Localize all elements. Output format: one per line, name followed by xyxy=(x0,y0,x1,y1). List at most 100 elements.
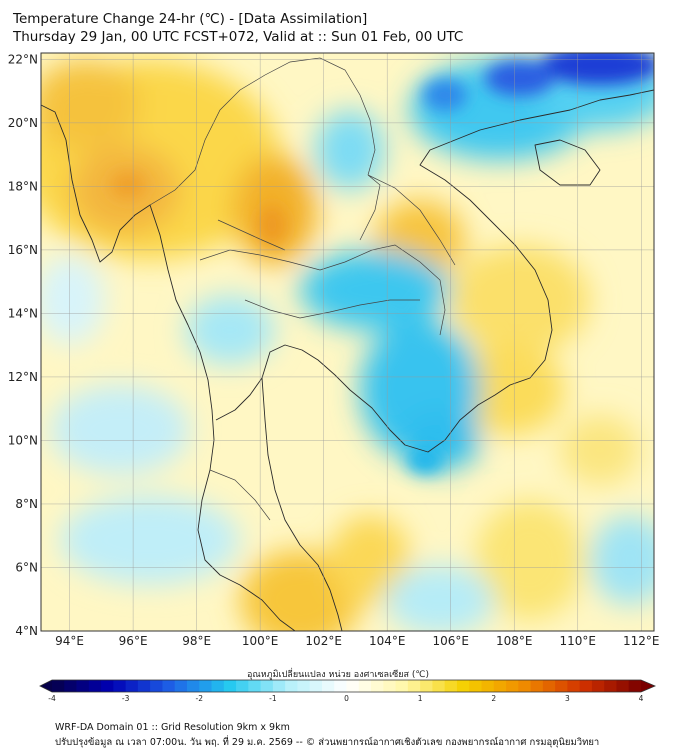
colorbar-cell xyxy=(383,680,396,692)
colorbar-cell xyxy=(346,680,360,692)
colorbar-cell xyxy=(579,680,593,692)
lon-tick: 110°E xyxy=(560,634,597,648)
temperature-field xyxy=(41,53,654,631)
colorbar-cell xyxy=(199,680,212,692)
colorbar-cell xyxy=(272,680,286,692)
border-laos-vietnam xyxy=(359,174,456,266)
footer: WRF-DA Domain 01 :: Grid Resolution 9km … xyxy=(55,720,599,750)
footer-credit: ปรับปรุงข้อมูล ณ เวลา 07:00น. วัน พฤ. ที… xyxy=(55,737,600,748)
lat-tick: 20°N xyxy=(8,116,38,130)
border-internal-b xyxy=(217,219,286,251)
colorbar-cell xyxy=(297,680,311,692)
latitude-axis: 22°N 20°N 18°N 16°N 14°N 12°N 10°N 8°N 6… xyxy=(8,52,38,638)
colorbar-cell xyxy=(76,680,90,692)
colorbar-tick: 0 xyxy=(344,694,349,703)
colorbar-cell xyxy=(162,680,176,692)
lon-tick: 94°E xyxy=(55,634,84,648)
colorbar-tick: -2 xyxy=(196,694,204,703)
cold-spot-north xyxy=(423,79,467,111)
lat-tick: 14°N xyxy=(8,306,38,320)
colorbar-cell xyxy=(493,680,507,692)
colorbar-tick: 1 xyxy=(418,694,423,703)
colorbar-cell xyxy=(591,680,605,692)
title-block: Temperature Change 24-hr (℃) - [Data Ass… xyxy=(13,10,463,46)
colorbar-cell xyxy=(469,680,482,692)
colorbar-cell xyxy=(113,680,127,692)
colorbar-cell xyxy=(260,680,274,692)
colorbar-ticks: -4 -3 -2 -1 0 1 2 3 4 xyxy=(48,694,643,703)
colorbar-cell xyxy=(186,680,200,692)
map-title: Temperature Change 24-hr (℃) - [Data Ass… xyxy=(13,11,368,27)
colorbar-cell xyxy=(604,680,617,692)
coastline-peninsula-east xyxy=(261,377,343,631)
warm-region-east xyxy=(560,415,640,485)
footer-model-info: WRF-DA Domain 01 :: Grid Resolution 9km … xyxy=(55,722,290,733)
cool-region-laos-north xyxy=(315,110,385,190)
cool-region-andaman xyxy=(50,385,190,475)
colorbar-cell xyxy=(334,680,347,692)
lon-tick: 102°E xyxy=(305,634,342,648)
map-frame xyxy=(40,52,655,632)
colorbar-cell xyxy=(248,680,262,692)
colorbar-cell xyxy=(137,680,151,692)
border-internal-a xyxy=(244,299,420,319)
colorbar-cell xyxy=(530,680,544,692)
colorbar-cell xyxy=(518,680,531,692)
lat-tick: 16°N xyxy=(8,243,38,257)
colorbar-cell xyxy=(88,680,102,692)
lon-tick: 96°E xyxy=(119,634,148,648)
colorbar-cell xyxy=(52,680,65,692)
colorbar-tick: 4 xyxy=(639,694,644,703)
cool-region-west-south xyxy=(60,495,240,585)
colorbar-cell xyxy=(371,680,384,692)
colorbar-tick: 3 xyxy=(565,694,570,703)
map-panel[interactable] xyxy=(20,45,670,650)
warm-region-vietnam-central xyxy=(450,245,590,355)
lat-tick: 6°N xyxy=(15,560,38,574)
colorbar-cell xyxy=(211,680,225,692)
colorbar-cell xyxy=(64,680,77,692)
hainan-island xyxy=(534,139,601,186)
colorbar-cell xyxy=(616,680,630,692)
border-peninsula xyxy=(209,469,271,521)
colorbar-cell xyxy=(150,680,163,692)
longitude-axis: 94°E 96°E 98°E 100°E 102°E 104°E 106°E 1… xyxy=(55,634,659,648)
colorbar-tick: -3 xyxy=(122,694,130,703)
colorbar-cell xyxy=(420,680,433,692)
colorbar-cell xyxy=(101,680,114,692)
colorbar-cell xyxy=(628,680,642,692)
warm-region-southsea xyxy=(475,500,585,620)
cool-peak-cambodia xyxy=(407,446,443,474)
colorbar-tick: 2 xyxy=(491,694,496,703)
cool-region-south-mid xyxy=(385,565,495,631)
lon-tick: 98°E xyxy=(182,634,211,648)
cold-core-north xyxy=(485,60,555,96)
colorbar-label: อุณหภูมิเปลี่ยนแปลง หน่วย องศาเซลเซียส (… xyxy=(246,670,430,680)
lat-tick: 4°N xyxy=(15,624,38,638)
colorbar-cell xyxy=(456,680,470,692)
warm-peak-thailand xyxy=(258,205,286,245)
colorbar-min-extend xyxy=(40,680,52,692)
cool-region-central-thailand xyxy=(185,295,275,365)
colorbar-cell xyxy=(555,680,568,692)
colorbar-tick: -1 xyxy=(269,694,277,703)
colorbar-cell xyxy=(407,680,421,692)
colorbar-cell xyxy=(358,680,372,692)
colorbar-cell xyxy=(223,680,237,692)
colorbar-cell xyxy=(125,680,139,692)
colorbar: -4 -3 -2 -1 0 1 2 3 4 xyxy=(39,679,657,703)
lat-tick: 10°N xyxy=(8,433,38,447)
lat-tick: 8°N xyxy=(15,497,38,511)
colorbar-cell xyxy=(542,680,556,692)
colorbar-cell xyxy=(481,680,495,692)
colorbar-cell xyxy=(432,680,446,692)
lat-tick: 12°N xyxy=(8,370,38,384)
lon-tick: 112°E xyxy=(623,634,660,648)
colorbar-tick: -4 xyxy=(48,694,56,703)
warm-peak-myanmar xyxy=(110,171,146,199)
colorbar-cell xyxy=(236,680,249,692)
colorbar-max-extend xyxy=(641,680,655,692)
cold-core-northeast xyxy=(540,53,654,85)
cool-region-northeast-thailand xyxy=(300,250,450,330)
